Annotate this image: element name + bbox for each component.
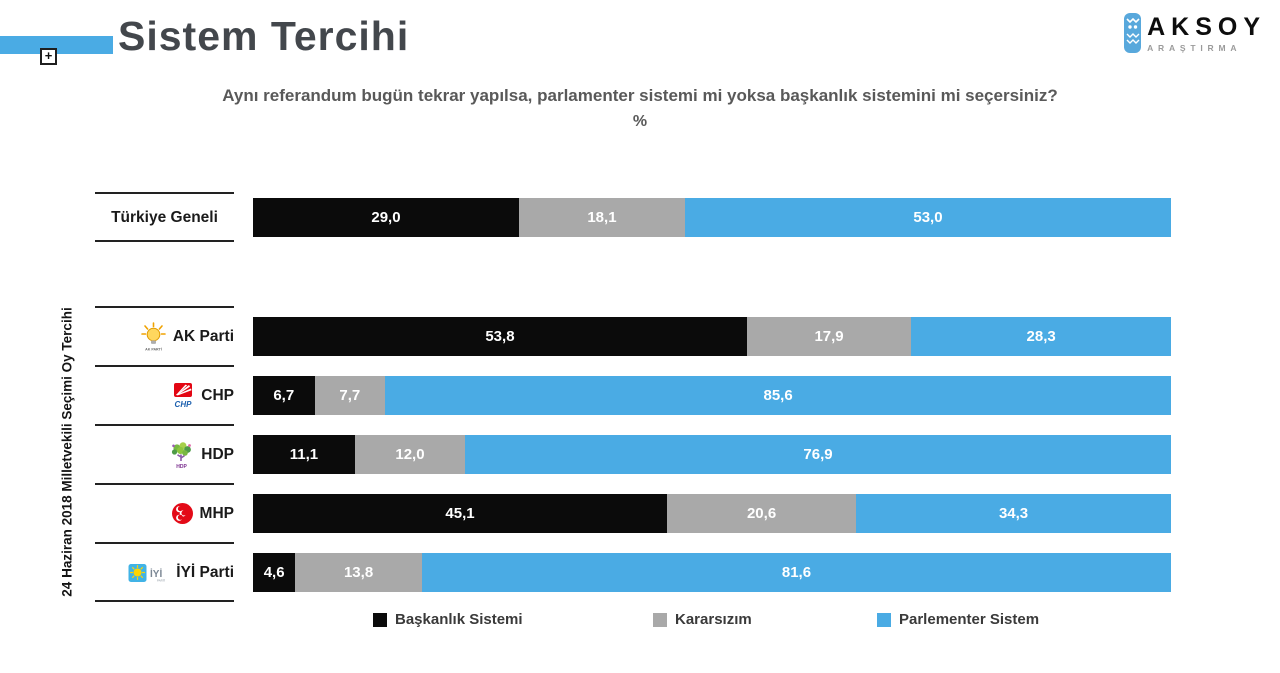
category-label-chp: CHP CHP [95,376,234,415]
bar-value: 11,1 [289,446,319,463]
category-label-mhp: MHP [95,494,234,533]
bar-value: 28,3 [1026,328,1056,345]
bar-segment-ba-kanl-k-sistemi: 53,8 [253,317,747,356]
separator-line [95,483,234,485]
brand-subtitle: ARAŞTIRMA [1147,42,1242,53]
legend-item-ba-kanl-k-sistemi: Başkanlık Sistemi [373,611,523,628]
bar-segment-karars-z-m: 13,8 [295,553,422,592]
bar-segment-parlementer-sistem: 34,3 [856,494,1171,533]
bar-value: 4,6 [263,564,285,581]
bar-value: 18,1 [587,209,617,226]
bar-segment-ba-kanl-k-sistemi: 4,6 [253,553,296,592]
page-title: Sistem Tercihi [118,13,410,59]
legend-swatch [653,612,667,627]
bar-segment-ba-kanl-k-sistemi: 29,0 [253,198,519,237]
bar-segment-parlementer-sistem: 85,6 [385,376,1171,415]
category-label-t-rkiye-geneli: Türkiye Geneli [95,198,234,237]
stacked-bar-i-yi-parti: 4,6 13,8 81,6 [253,553,1172,592]
bar-value: 76,9 [803,446,833,463]
bar-value: 20,6 [746,505,777,522]
category-label-hdp: HDP HDP [95,435,234,474]
bar-value: 7,7 [339,387,361,404]
separator-line [95,365,234,367]
category-name: HDP [201,445,234,463]
bar-value: 29,0 [371,209,401,226]
legend-swatch [877,612,891,627]
stacked-bar-chp: 6,7 7,7 85,6 [253,376,1171,415]
bar-segment-karars-z-m: 12,0 [354,435,466,474]
expand-plus-icon[interactable]: + [40,48,57,65]
bar-segment-karars-z-m: 17,9 [746,317,912,356]
bar-value: 13,8 [343,564,374,581]
brand-logo: AKSOY ARAŞTIRMA [1123,12,1266,54]
hdp-logo-icon: HDP [168,440,195,469]
bar-segment-ba-kanl-k-sistemi: 45,1 [253,494,668,533]
brand-text: AKSOY ARAŞTIRMA [1147,14,1266,53]
bar-value: 6,7 [273,387,295,404]
bar-value: 12,0 [395,446,425,463]
mhp-logo-icon [171,502,194,525]
akparti-logo-icon: AK PARTİ [140,321,167,352]
bar-segment-ba-kanl-k-sistemi: 6,7 [253,376,315,415]
separator-line [95,600,234,602]
svg-text:İYİ: İYİ [150,567,162,580]
category-name: MHP [199,504,234,522]
svg-text:CHP: CHP [175,400,193,409]
svg-text:AK PARTİ: AK PARTİ [145,347,162,351]
bar-value: 53,8 [485,328,515,345]
stacked-bar-hdp: 11,1 12,0 76,9 [253,435,1171,474]
legend-label: Başkanlık Sistemi [395,611,523,628]
stacked-bar-ak-parti: 53,8 17,9 28,3 [253,317,1172,356]
separator-line [95,424,234,426]
legend-label: Kararsızım [675,611,752,628]
stacked-bar-mhp: 45,1 20,6 34,3 [253,494,1171,533]
chp-logo-icon: CHP [171,382,195,409]
bar-segment-karars-z-m: 18,1 [518,198,685,237]
category-name: İYİ Parti [176,563,234,581]
svg-text:HDP: HDP [176,464,187,469]
separator-line [95,192,234,194]
bar-segment-parlementer-sistem: 76,9 [465,435,1171,474]
y-axis-label: 24 Haziran 2018 Milletvekili Seçimi Oy T… [59,307,75,597]
category-label-i-yi-parti: İYİ PARTİ İYİ Parti [95,553,234,592]
bar-segment-parlementer-sistem: 81,6 [421,553,1172,592]
category-name: CHP [201,386,234,404]
bar-value: 45,1 [445,505,475,522]
bar-value: 34,3 [998,505,1029,522]
bar-value: 85,6 [763,387,793,404]
category-name: Türkiye Geneli [111,208,218,226]
bar-segment-ba-kanl-k-sistemi: 11,1 [253,435,355,474]
bar-value: 53,0 [913,209,943,226]
brand-name: AKSOY [1147,12,1266,41]
bar-segment-karars-z-m: 20,6 [667,494,857,533]
svg-text:PARTİ: PARTİ [157,577,165,582]
unit-label: % [632,113,648,130]
separator-line [95,306,234,308]
separator-line [95,542,234,544]
bar-segment-karars-z-m: 7,7 [314,376,386,415]
iyi-logo-icon: İYİ PARTİ [128,563,170,583]
bar-value: 81,6 [781,564,812,581]
category-name: AK Parti [172,327,234,345]
bar-segment-parlementer-sistem: 53,0 [684,198,1171,237]
bar-segment-parlementer-sistem: 28,3 [911,317,1172,356]
separator-line [95,240,234,242]
chart-question: Aynı referandum bugün tekrar yapılsa, pa… [222,86,1058,105]
stacked-bar-t-rkiye-geneli: 29,0 18,1 53,0 [253,198,1171,237]
title-accent-bar [0,36,113,54]
legend-swatch [373,612,387,627]
bar-value: 17,9 [814,328,844,345]
legend-label: Parlementer Sistem [899,611,1040,628]
category-label-ak-parti: AK PARTİ AK Parti [95,317,234,356]
legend-item-parlementer-sistem: Parlementer Sistem [877,611,1039,628]
legend-item-karars-z-m: Kararsızım [653,611,752,628]
owl-logo-icon [1123,12,1142,54]
